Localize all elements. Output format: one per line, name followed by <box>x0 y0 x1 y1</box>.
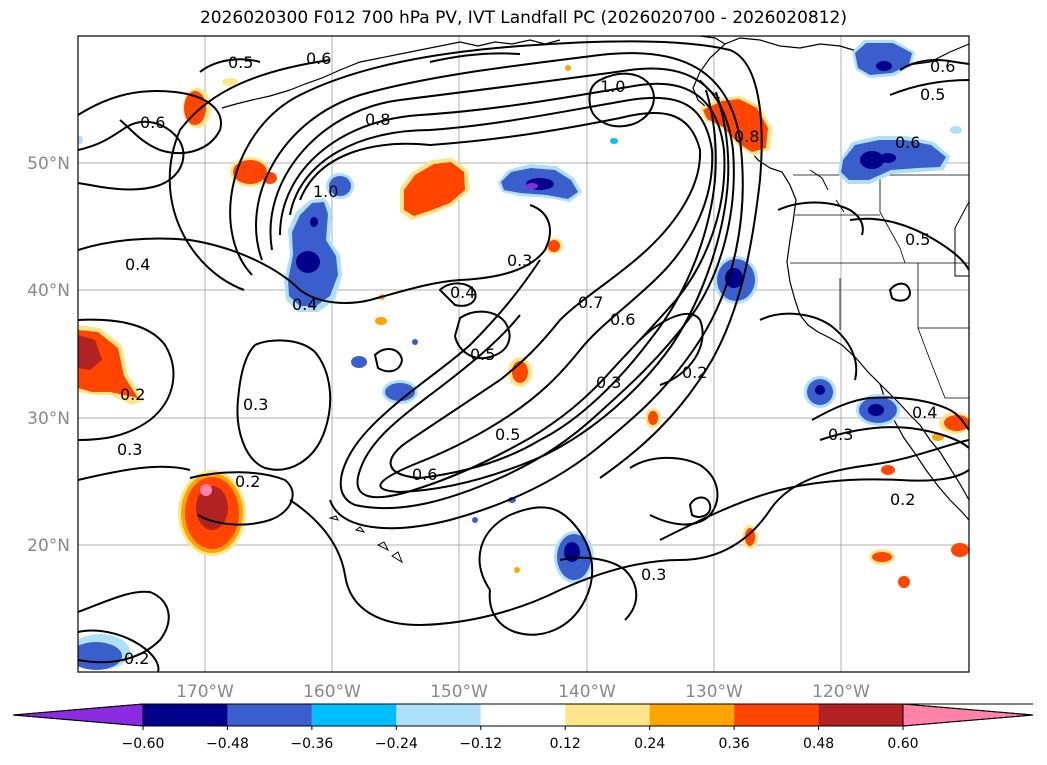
contour-label: 0.8 <box>734 127 759 146</box>
contour-label: 0.4 <box>292 295 317 314</box>
colorbar-segment <box>649 704 735 726</box>
contour-label: 0.5 <box>495 425 520 444</box>
pv-contours <box>78 40 969 672</box>
colorbar-outline <box>12 703 1034 727</box>
contour-label: 0.3 <box>828 425 853 444</box>
lon-label: 130°W <box>685 682 743 702</box>
contour-label: 0.6 <box>610 310 635 329</box>
contour-label: 0.4 <box>125 255 150 274</box>
colorbar-segment <box>480 704 566 726</box>
map-panel <box>78 36 969 672</box>
lon-label: 140°W <box>558 682 616 702</box>
contour-label: 0.8 <box>365 110 390 129</box>
contour-label: 0.3 <box>507 251 532 270</box>
contour-labels: 0.5 0.6 0.6 0.6 0.5 1.0 0.8 0.8 0.6 1.0 … <box>117 49 955 668</box>
contour-label: 0.5 <box>228 53 253 72</box>
contour-label: 0.2 <box>682 363 707 382</box>
lon-label: 160°W <box>303 682 361 702</box>
negative-anomaly-blob <box>498 164 582 202</box>
colorbar-extend-min <box>12 703 144 727</box>
colorbar-tick-label: −0.48 <box>206 736 249 752</box>
contour-label: 0.6 <box>306 49 331 68</box>
latitude-labels: 50°N 40°N 30°N 20°N <box>27 154 70 556</box>
colorbar-segment <box>396 704 481 726</box>
colorbar-tick-label: −0.24 <box>375 736 418 752</box>
contour-label: 1.0 <box>600 77 625 96</box>
colorbar-ticks: −0.60 −0.48 −0.36 −0.24 −0.12 0.12 0.24 0.36 0.4… <box>122 726 919 752</box>
colorbar-segments <box>12 703 1034 727</box>
gridlines <box>78 36 969 672</box>
colorbar-extend-max <box>902 703 1034 727</box>
contour-label: 0.5 <box>905 230 930 249</box>
colorbar-tick-label: 0.36 <box>719 736 750 752</box>
lon-label: 120°W <box>812 682 870 702</box>
contour-label: 0.3 <box>596 373 621 392</box>
colorbar-tick-label: −0.60 <box>122 736 165 752</box>
lat-label: 20°N <box>27 536 70 556</box>
positive-anomaly-blob <box>178 470 246 556</box>
negative-anomaly-blob <box>852 40 915 78</box>
contour-label: 0.6 <box>895 133 920 152</box>
contour-label: 0.3 <box>641 565 666 584</box>
contour-label: 0.2 <box>120 385 145 404</box>
contour-label: 0.4 <box>450 283 475 302</box>
contour-label: 0.5 <box>920 85 945 104</box>
colorbar-segment <box>734 704 819 726</box>
colorbar-tick-label: −0.36 <box>290 736 333 752</box>
contour-label: 0.2 <box>890 490 915 509</box>
lat-label: 40°N <box>27 281 70 301</box>
contour-label: 0.6 <box>412 465 437 484</box>
colorbar-tick-label: 0.48 <box>803 736 834 752</box>
colorbar-tick-label: 0.60 <box>887 736 918 752</box>
lat-label: 30°N <box>27 409 70 429</box>
contour-label: 0.6 <box>930 57 955 76</box>
colorbar-segment <box>143 704 228 726</box>
lon-label: 170°W <box>176 682 234 702</box>
contour-label: 0.5 <box>470 345 495 364</box>
colorbar-segment <box>227 704 312 726</box>
contour-label: 0.3 <box>243 395 268 414</box>
colorbar-segment <box>818 704 903 726</box>
colorbar-tick-label: −0.12 <box>459 736 502 752</box>
map-frame <box>77 35 970 673</box>
hawaii-islands <box>328 515 404 564</box>
negative-anomaly-blob <box>284 198 342 312</box>
lon-label: 150°W <box>430 682 488 702</box>
contour-label: 0.4 <box>912 403 937 422</box>
contour-label: 0.6 <box>140 113 165 132</box>
colorbar-tick-label: 0.12 <box>550 736 581 752</box>
negative-anomaly-blob <box>838 136 950 184</box>
pv-anomaly-fills <box>78 40 969 670</box>
contour-label: 0.2 <box>124 649 149 668</box>
contour-label: 1.0 <box>313 182 338 201</box>
positive-anomaly-blob <box>78 325 145 405</box>
longitude-labels: 170°W 160°W 150°W 140°W 130°W 120°W <box>176 682 870 702</box>
colorbar-segment <box>565 704 650 726</box>
chart-title: 2026020300 F012 700 hPa PV, IVT Landfall… <box>199 8 847 28</box>
lat-label: 50°N <box>27 154 70 174</box>
positive-anomaly-blob <box>700 96 772 156</box>
negative-anomaly-blob <box>714 256 758 304</box>
colorbar-tick-label: 0.24 <box>634 736 665 752</box>
contour-label: 0.7 <box>578 293 603 312</box>
contour-label: 0.3 <box>117 440 142 459</box>
colorbar: −0.60 −0.48 −0.36 −0.24 −0.12 0.12 0.24 0.36 0.4… <box>12 703 1034 752</box>
positive-anomaly-blob <box>400 158 470 220</box>
colorbar-segment <box>311 704 397 726</box>
contour-label: 0.2 <box>235 472 260 491</box>
